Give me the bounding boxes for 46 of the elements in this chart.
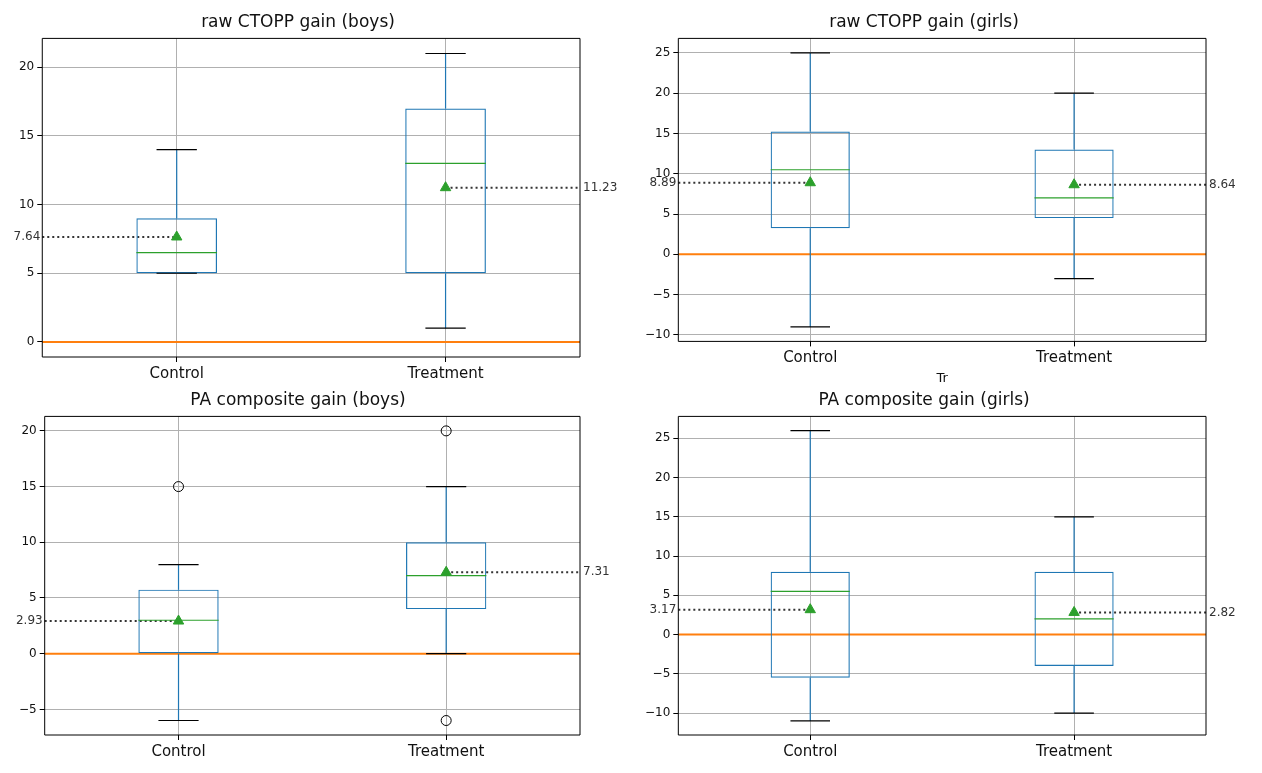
y-tick-label: 25 <box>655 430 671 445</box>
y-tick-label: 15 <box>655 508 671 523</box>
x-tick-label: Treatment <box>1034 741 1113 760</box>
x-axis-title: Tr <box>935 369 949 385</box>
y-tick-label: 5 <box>662 587 671 602</box>
y-tick-label: 20 <box>655 469 671 484</box>
y-tick-label: 0 <box>662 246 671 261</box>
y-tick-label: 5 <box>26 265 35 280</box>
ref-line-label: 11.23 <box>583 179 618 194</box>
x-tick-label: Treatment <box>406 363 484 382</box>
y-tick-label: −10 <box>645 327 671 342</box>
y-tick-label: 10 <box>655 548 671 563</box>
y-tick-label: 20 <box>18 59 35 74</box>
y-tick-label: 5 <box>29 590 37 605</box>
x-tick-label: Control <box>783 741 838 760</box>
y-tick-label: 15 <box>655 125 671 140</box>
y-tick-label: −5 <box>652 286 671 301</box>
y-tick-label: 20 <box>21 423 37 438</box>
ref-line-label: 3.17 <box>649 601 677 616</box>
ref-line-label: 8.64 <box>1209 176 1236 191</box>
ref-line-label: 2.82 <box>1209 604 1236 619</box>
x-tick-label: Control <box>151 741 206 760</box>
y-tick-label: 15 <box>21 478 37 493</box>
chart-title: PA composite gain (girls) <box>818 388 1030 409</box>
x-tick-label: Treatment <box>1034 348 1113 367</box>
y-tick-label: 25 <box>655 45 671 60</box>
y-tick-label: 0 <box>662 626 671 641</box>
chart-title: raw CTOPP gain (girls) <box>829 10 1019 31</box>
ref-line-label: 7.31 <box>583 564 610 579</box>
chart-title: PA composite gain (boys) <box>190 388 406 409</box>
y-tick-label: 0 <box>26 334 35 349</box>
y-tick-label: 10 <box>21 534 37 549</box>
x-tick-label: Control <box>149 363 204 382</box>
y-tick-label: −5 <box>18 701 37 716</box>
chart-title: raw CTOPP gain (boys) <box>201 10 395 31</box>
ref-line-label: 2.93 <box>15 613 43 628</box>
x-tick-label: Control <box>783 348 838 367</box>
y-tick-label: −5 <box>652 665 671 680</box>
ref-line-label: 7.64 <box>13 229 41 244</box>
y-tick-label: 15 <box>18 128 35 143</box>
y-tick-label: 20 <box>655 85 671 100</box>
y-tick-label: 10 <box>18 196 35 211</box>
y-tick-label: −10 <box>645 705 671 720</box>
x-tick-label: Treatment <box>407 741 485 760</box>
y-tick-label: 0 <box>29 645 37 660</box>
y-tick-label: 5 <box>662 206 671 221</box>
